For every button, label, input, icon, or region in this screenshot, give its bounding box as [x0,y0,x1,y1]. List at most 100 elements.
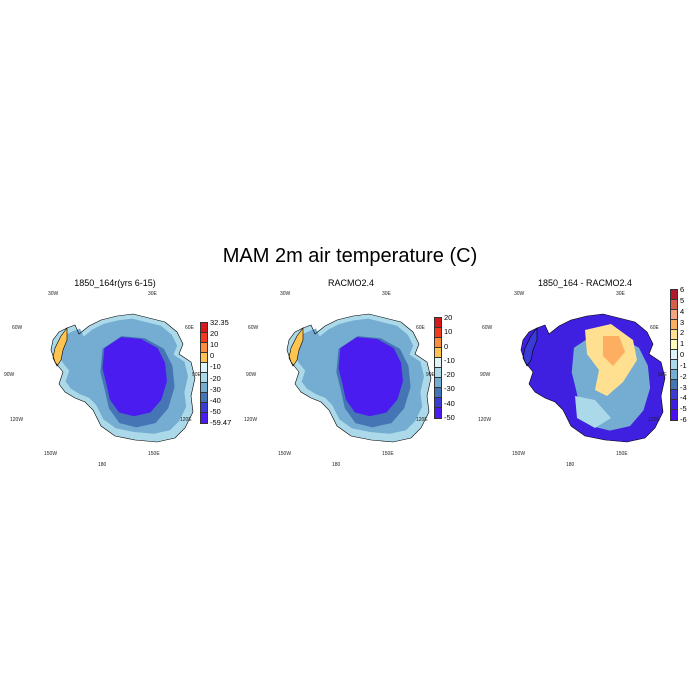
lon-label-120w: 120W [244,417,258,423]
colorbar-box [434,407,442,419]
colorbar-label: -3 [680,382,687,392]
lon-label-150e: 150E [616,451,628,457]
colorbar-box [670,299,678,311]
colorbar-box [670,339,678,351]
colorbar-box [434,357,442,369]
lon-label-90e: 90E [658,372,667,378]
colorbar-box [434,377,442,389]
lon-label-180: 180 [332,462,341,468]
colorbar-box [434,327,442,339]
colorbar-label: 20 [444,313,453,322]
peninsula-coastline [52,327,68,367]
colorbar-label: -6 [680,415,687,424]
lon-label-60w: 60W [482,325,493,331]
colorbar-box [200,412,208,424]
lon-label-180: 180 [566,462,575,468]
colorbar-box [200,352,208,364]
colorbar-label: -4 [680,393,687,403]
lon-label-150w: 150W [278,451,292,457]
colorbar-box [434,397,442,409]
colorbar-label: -5 [680,404,687,414]
lon-label-60e: 60E [650,325,659,331]
colorbar-label: -10 [444,355,455,365]
colorbar-label: 4 [680,306,685,316]
lon-label-30e: 30E [148,291,157,297]
coastline [50,313,196,443]
colorbar-label: 6 [680,285,685,294]
diff-cool-zone [575,396,611,428]
coastline [520,313,666,443]
colorbar-label: -30 [210,384,221,394]
colorbar-label: 10 [210,340,219,350]
colorbar-label: 3 [680,317,685,327]
lon-label-90w: 90W [480,372,491,378]
colorbar-box [670,389,678,401]
panel-title: RACMO2.4 [327,278,374,288]
colorbar-label: 5 [680,295,685,305]
colorbar-label: -1 [680,360,687,370]
colorbar-box [200,402,208,414]
colorbar-box [670,399,678,411]
colorbar-label: -50 [210,406,221,416]
lon-label-60w: 60W [12,325,23,331]
colorbar-label: 0 [444,341,449,351]
colorbar-box [434,337,442,349]
colorbar-label: -59.47 [210,418,232,427]
peninsula-warm-zone [53,328,67,366]
colorbar-label: -30 [444,384,455,394]
antarctica-map [50,313,196,443]
lon-label-120w: 120W [10,417,24,423]
antarctica-map [520,313,666,443]
colorbar-box [670,359,678,371]
colorbar-label: -50 [444,413,455,422]
map-group [50,313,196,443]
lon-label-150w: 150W [44,451,58,457]
colorbar-label: -20 [210,373,221,383]
interior-cold-zone [102,337,167,417]
lon-label-30w: 30W [48,291,59,297]
lon-label-150e: 150E [148,451,160,457]
map-group [286,313,432,443]
lon-label-90e: 90E [426,372,435,378]
colorbar-box [200,372,208,384]
lon-label-30e: 30E [382,291,391,297]
colorbar-label: 32.35 [210,318,229,327]
colorbar-label: -20 [444,370,455,380]
colorbar-box [434,367,442,379]
panel-difference: 1850_164 - RACMO2.4 30W 30E 60W 60E 90W … [478,278,700,468]
colorbar-box [434,387,442,399]
colorbar-box [434,347,442,359]
lon-label-30e: 30E [616,291,625,297]
colorbar-box [670,329,678,341]
colorbar-label: -2 [680,371,687,381]
colorbar-label: 20 [210,329,219,339]
colorbar-box [200,362,208,374]
map-group [520,313,666,443]
lon-label-120w: 120W [478,417,492,423]
lon-label-30w: 30W [514,291,525,297]
antarctica-map [286,313,432,443]
panel-racmo: RACMO2.4 30W 30E 60W 60E 90W 90E 120W 12… [244,278,486,468]
lon-label-60e: 60E [185,325,194,331]
colorbar-box [670,349,678,361]
lon-label-150e: 150E [382,451,394,457]
lon-label-180: 180 [98,462,107,468]
panel-model: 1850_164r(yrs 6-15) 30W 30E 60W 60E 90W … [4,278,250,468]
diff-warmer-zone [603,336,625,366]
colorbar-box [670,319,678,331]
colorbar-box [200,332,208,344]
colorbar-box [670,309,678,321]
peninsula-zone [523,328,537,366]
interior-cold-zone [338,337,403,417]
colorbar-label: 1 [680,339,685,349]
lon-label-90e: 90E [192,372,201,378]
colorbar-box [670,409,678,421]
colorbar-box [200,322,208,334]
lon-label-90w: 90W [4,372,15,378]
lon-label-150w: 150W [512,451,526,457]
figure-title: MAM 2m air temperature (C) [222,245,478,267]
colorbar-label: 0 [680,350,685,359]
colorbar-box [670,379,678,391]
peninsula-coastline [288,327,304,367]
colorbar-box [670,289,678,301]
